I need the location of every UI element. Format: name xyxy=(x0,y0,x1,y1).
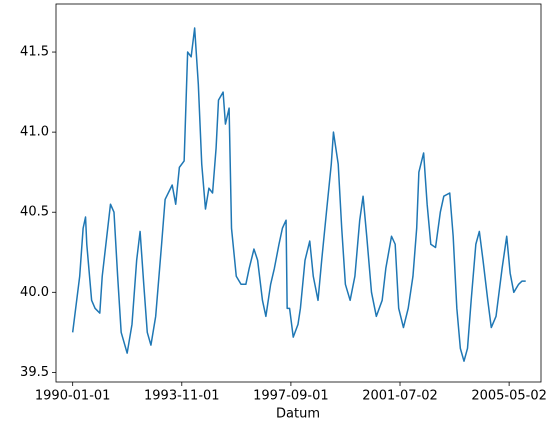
x-tick-label: 2005-05-02 xyxy=(471,389,547,404)
y-tick-label: 40.0 xyxy=(20,285,49,300)
y-tick-label: 41.0 xyxy=(20,125,49,140)
y-tick-label: 41.5 xyxy=(20,45,49,60)
x-axis-label: Datum xyxy=(276,407,320,422)
x-tick-label: 2001-07-02 xyxy=(362,389,438,404)
x-tick-label: 1997-09-01 xyxy=(253,389,329,404)
y-tick-label: 40.5 xyxy=(20,205,49,220)
plot-frame xyxy=(55,3,542,383)
x-tick-label: 1993-11-01 xyxy=(144,389,220,404)
x-tick-label: 1990-01-01 xyxy=(35,389,111,404)
data-line xyxy=(71,27,526,362)
y-tick-label: 39.5 xyxy=(20,365,49,380)
